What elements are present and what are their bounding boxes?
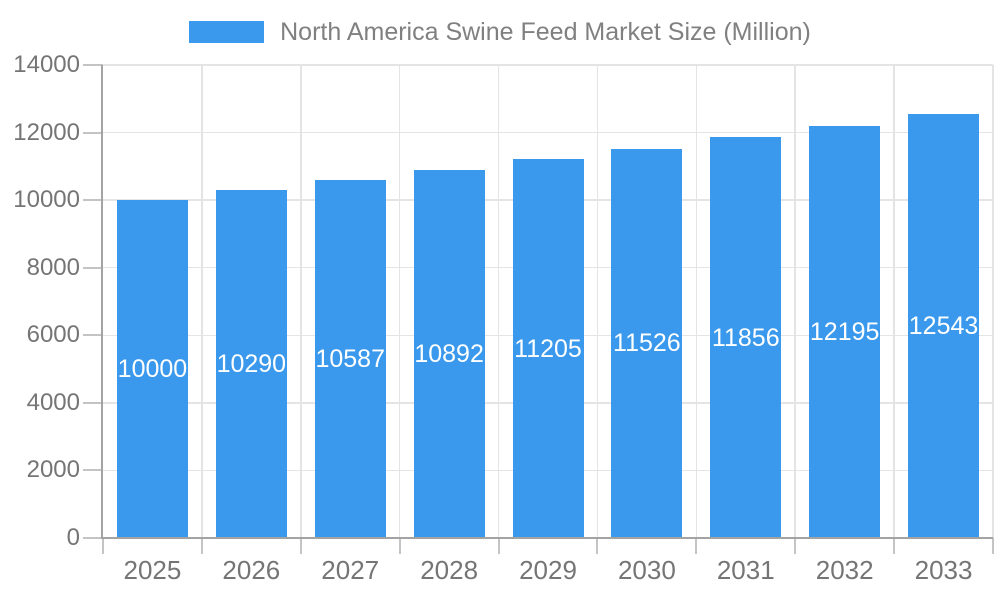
y-tick-label: 14000 [13, 51, 80, 78]
bar-value-label: 11205 [514, 334, 582, 363]
y-tick-label: 0 [66, 524, 80, 551]
y-tick-label: 6000 [26, 321, 80, 349]
x-axis-tick [398, 538, 401, 554]
y-axis-tick [83, 64, 103, 66]
y-axis-tick [83, 334, 103, 337]
x-axis-tick [992, 538, 994, 554]
y-axis-tick [83, 199, 103, 202]
x-tick-label: 2027 [321, 555, 380, 585]
gridline-vertical [497, 65, 500, 538]
legend-swatch [189, 21, 265, 43]
y-axis-tick [83, 537, 103, 539]
x-axis-tick [794, 538, 797, 554]
x-axis-tick [893, 538, 896, 554]
bar-value-label: 10290 [216, 350, 287, 379]
y-axis-tick [83, 266, 103, 269]
x-tick-label: 2025 [123, 555, 182, 585]
y-axis-tick [83, 131, 103, 134]
legend-label: North America Swine Feed Market Size (Mi… [280, 18, 811, 46]
y-tick-label: 2000 [26, 456, 80, 484]
y-axis-line [101, 65, 103, 538]
bar[interactable] [116, 200, 188, 538]
x-tick-label: 2031 [716, 555, 775, 585]
gridline-vertical [201, 65, 203, 538]
y-axis-tick [83, 469, 103, 472]
gridline-vertical [398, 65, 401, 538]
x-axis-tick [299, 538, 302, 554]
bar[interactable] [413, 170, 485, 538]
bar[interactable] [215, 190, 287, 538]
x-axis-tick [596, 538, 599, 554]
x-tick-label: 2029 [519, 555, 577, 585]
x-axis-tick [200, 538, 203, 554]
x-tick-label: 2033 [914, 555, 973, 585]
bar-value-label: 10000 [117, 355, 188, 384]
bar-value-label: 11526 [613, 329, 681, 358]
bar[interactable] [611, 148, 683, 538]
bar[interactable] [908, 114, 980, 538]
bar-value-label: 12195 [809, 317, 880, 346]
gridline-vertical [794, 65, 796, 538]
gridline-vertical [992, 65, 994, 538]
x-axis-tick [695, 538, 698, 554]
gridline-vertical [596, 65, 599, 538]
gridline-vertical [893, 65, 895, 538]
bar-value-label: 10892 [414, 340, 484, 368]
bar-value-label: 10587 [315, 345, 385, 374]
bar-value-label: 12543 [908, 312, 979, 341]
bar[interactable] [314, 180, 386, 538]
y-axis-tick [83, 401, 103, 404]
y-tick-label: 12000 [13, 118, 80, 146]
x-tick-label: 2032 [815, 555, 874, 585]
y-tick-label: 4000 [26, 388, 80, 416]
x-axis-line [101, 537, 993, 539]
x-tick-label: 2026 [222, 555, 281, 585]
x-axis-tick [497, 538, 500, 554]
gridline-vertical [695, 65, 698, 538]
x-axis-tick [102, 538, 104, 554]
gridline-horizontal [103, 64, 993, 66]
bar-value-label: 11856 [711, 323, 780, 352]
gridline-vertical [300, 65, 302, 538]
bar[interactable] [809, 125, 881, 538]
bar[interactable] [512, 159, 584, 538]
x-tick-label: 2028 [420, 555, 479, 585]
x-tick-label: 2030 [617, 555, 676, 585]
y-tick-label: 8000 [26, 253, 80, 281]
y-tick-label: 10000 [13, 186, 80, 214]
legend[interactable]: North America Swine Feed Market Size (Mi… [0, 16, 1000, 48]
gridline-horizontal [103, 131, 993, 134]
bar[interactable] [710, 137, 782, 538]
